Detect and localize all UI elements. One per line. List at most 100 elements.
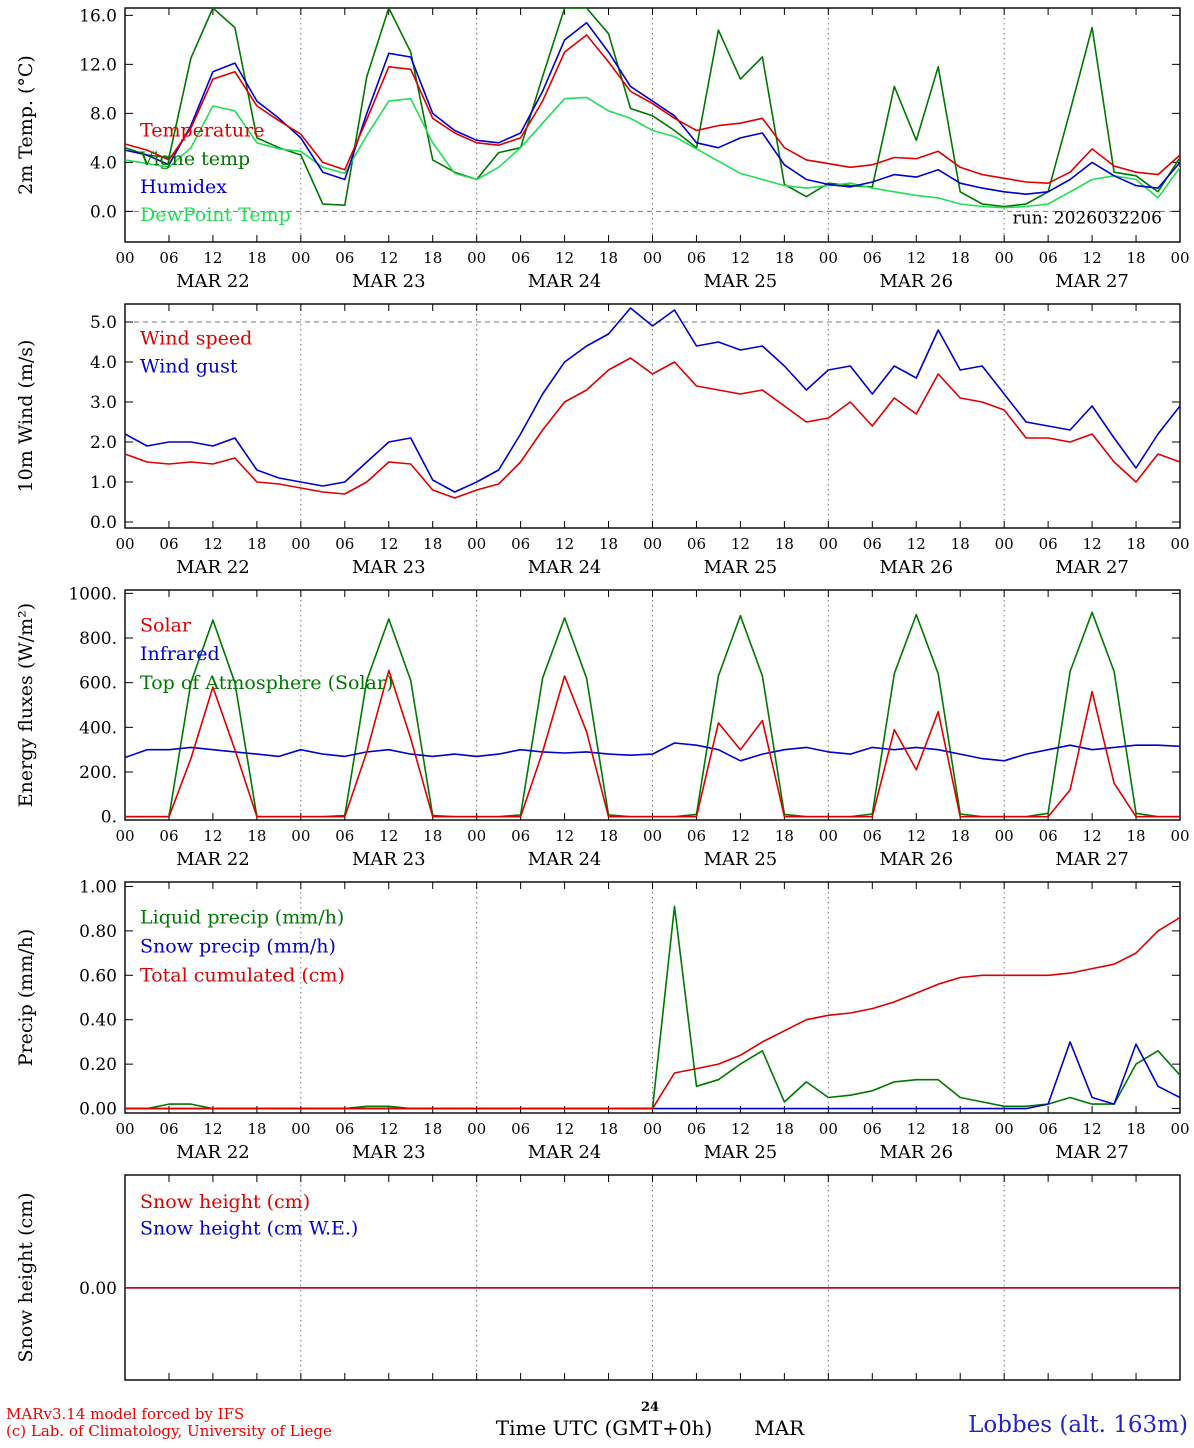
xaxis-title: Time UTC (GMT+0h): [495, 1416, 713, 1440]
svg-text:06: 06: [687, 535, 706, 553]
svg-text:00: 00: [291, 535, 310, 553]
temperature-svg: 00 06 12 18 00 06 12 18 00 06 12 18 00 06 12 18 00 06 12 18…: [15, 6, 1190, 292]
svg-text:00: 00: [291, 249, 310, 267]
svg-text:0.40: 0.40: [79, 1011, 117, 1031]
series-wind-speed: [125, 357, 1180, 499]
svg-text:0.00: 0.00: [79, 1100, 117, 1120]
svg-text:00: 00: [467, 827, 486, 845]
svg-text:06: 06: [511, 1120, 530, 1138]
energy-flux-chart: 00 06 12 18 00 06 12 18 00 06 12 18 00 06 12 18 00 06 12 18…: [0, 584, 1194, 876]
svg-text:00: 00: [819, 535, 838, 553]
xaxis-day-superscript: 24: [640, 1400, 660, 1416]
svg-text:8.0: 8.0: [90, 104, 117, 124]
svg-text:2m Temp. (°C): 2m Temp. (°C): [15, 55, 37, 195]
svg-text:06: 06: [863, 249, 882, 267]
svg-text:4.0: 4.0: [90, 353, 117, 373]
svg-text:MAR 27: MAR 27: [1055, 849, 1129, 870]
svg-text:18: 18: [951, 249, 970, 267]
svg-text:00: 00: [115, 1120, 134, 1138]
svg-text:MAR 26: MAR 26: [879, 849, 953, 870]
svg-text:18: 18: [599, 1120, 618, 1138]
svg-text:Snow height (cm): Snow height (cm): [15, 1192, 37, 1362]
svg-text:Temperature: Temperature: [140, 120, 264, 142]
svg-text:06: 06: [335, 827, 354, 845]
svg-text:10m Wind (m/s): 10m Wind (m/s): [15, 340, 37, 493]
svg-text:MAR 22: MAR 22: [176, 1142, 250, 1163]
svg-text:1000.: 1000.: [68, 584, 117, 604]
series-snow-precip: [125, 1041, 1180, 1110]
svg-text:0.80: 0.80: [79, 922, 117, 942]
svg-text:12.0: 12.0: [79, 55, 117, 75]
svg-text:12: 12: [907, 249, 926, 267]
svg-text:06: 06: [863, 827, 882, 845]
svg-text:18: 18: [423, 1120, 442, 1138]
svg-text:00: 00: [115, 249, 134, 267]
svg-text:MAR 23: MAR 23: [352, 849, 426, 870]
svg-text:18: 18: [247, 1120, 266, 1138]
precip-svg: 00 06 12 18 00 06 12 18 00 06 12 18 00 06 12 18 00 06 12 18…: [15, 877, 1190, 1163]
svg-text:06: 06: [335, 249, 354, 267]
svg-text:00: 00: [291, 827, 310, 845]
svg-text:12: 12: [379, 1120, 398, 1138]
svg-text:DewPoint Temp: DewPoint Temp: [140, 204, 291, 226]
svg-text:MAR 25: MAR 25: [704, 271, 778, 292]
svg-text:5.0: 5.0: [90, 313, 117, 333]
svg-text:12: 12: [555, 1120, 574, 1138]
svg-text:Energy fluxes (W/m²): Energy fluxes (W/m²): [15, 603, 37, 807]
svg-text:12: 12: [379, 535, 398, 553]
svg-text:00: 00: [995, 535, 1014, 553]
lab-credit: (c) Lab. of Climatology, University of L…: [6, 1421, 332, 1440]
svg-text:1.00: 1.00: [79, 877, 117, 897]
snow-height-svg: 0.00 Snow height (cm) Snow height (cm) Snow…: [15, 1174, 1181, 1381]
svg-text:00: 00: [115, 535, 134, 553]
xaxis-month: MAR: [754, 1416, 805, 1440]
svg-text:0.0: 0.0: [90, 202, 117, 222]
svg-text:12: 12: [203, 827, 222, 845]
svg-text:MAR 27: MAR 27: [1055, 271, 1129, 292]
svg-text:MAR 22: MAR 22: [176, 271, 250, 292]
svg-text:00: 00: [819, 249, 838, 267]
svg-text:00: 00: [1170, 1120, 1189, 1138]
svg-text:Vigne temp: Vigne temp: [139, 148, 250, 170]
svg-text:800.: 800.: [79, 629, 117, 649]
svg-text:06: 06: [511, 535, 530, 553]
svg-text:12: 12: [555, 249, 574, 267]
svg-text:MAR 25: MAR 25: [704, 849, 778, 870]
svg-text:12: 12: [731, 1120, 750, 1138]
svg-text:00: 00: [995, 249, 1014, 267]
footer: MARv3.14 model forced by IFS (c) Lab. of…: [0, 1392, 1194, 1448]
svg-text:MAR 22: MAR 22: [176, 557, 250, 578]
svg-text:2.0: 2.0: [90, 433, 117, 453]
svg-text:18: 18: [775, 1120, 794, 1138]
svg-text:12: 12: [731, 535, 750, 553]
svg-text:1.0: 1.0: [90, 473, 117, 493]
svg-text:Humidex: Humidex: [140, 176, 227, 198]
snow-height-chart: 0.00 Snow height (cm) Snow height (cm) Snow…: [0, 1169, 1194, 1392]
svg-text:MAR 23: MAR 23: [352, 271, 426, 292]
svg-text:3.0: 3.0: [90, 393, 117, 413]
svg-text:MAR 24: MAR 24: [528, 271, 602, 292]
svg-text:18: 18: [423, 827, 442, 845]
svg-text:00: 00: [467, 249, 486, 267]
svg-text:MAR 22: MAR 22: [176, 849, 250, 870]
wind-svg: 00 06 12 18 00 06 12 18 00 06 12 18 00 06 12 18 00 06 12 18…: [15, 303, 1190, 578]
svg-text:00: 00: [819, 1120, 838, 1138]
xaxis-title-block: 24 Time UTC (GMT+0h) MAR: [495, 1400, 805, 1440]
svg-text:12: 12: [555, 827, 574, 845]
svg-text:12: 12: [203, 535, 222, 553]
svg-text:06: 06: [159, 1120, 178, 1138]
svg-text:00: 00: [995, 827, 1014, 845]
svg-text:12: 12: [1083, 535, 1102, 553]
svg-text:MAR 23: MAR 23: [352, 1142, 426, 1163]
svg-text:Liquid precip (mm/h): Liquid precip (mm/h): [140, 907, 344, 929]
svg-text:18: 18: [247, 249, 266, 267]
svg-text:MAR 25: MAR 25: [704, 1142, 778, 1163]
svg-text:00: 00: [643, 535, 662, 553]
svg-text:16.0: 16.0: [79, 6, 117, 26]
precip-chart: 00 06 12 18 00 06 12 18 00 06 12 18 00 06 12 18 00 06 12 18…: [0, 876, 1194, 1169]
wind-chart: 00 06 12 18 00 06 12 18 00 06 12 18 00 06 12 18 00 06 12 18…: [0, 298, 1194, 584]
svg-text:00: 00: [643, 1120, 662, 1138]
svg-text:06: 06: [687, 827, 706, 845]
svg-text:00: 00: [467, 1120, 486, 1138]
svg-text:0.20: 0.20: [79, 1055, 117, 1075]
